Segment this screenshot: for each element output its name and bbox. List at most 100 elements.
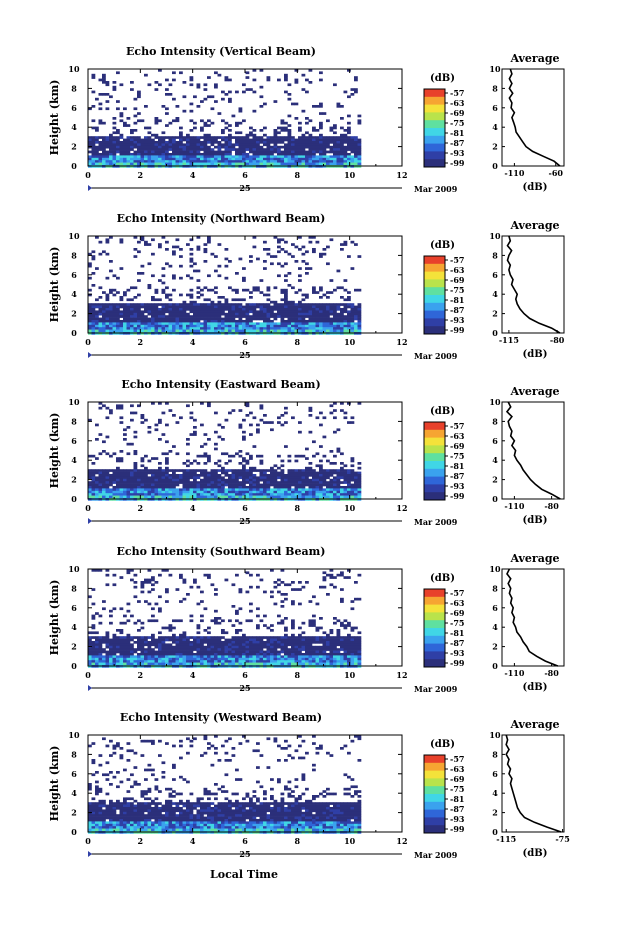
heatmap-cell [102, 641, 106, 644]
heatmap-cell [347, 153, 351, 156]
heatmap-cell [357, 145, 362, 149]
heatmap-cell [189, 483, 194, 487]
heatmap-cell [294, 322, 299, 326]
heatmap-cells [88, 402, 362, 501]
heatmap-cell [270, 481, 274, 484]
heatmap-cell [172, 327, 176, 330]
heatmap-cell [350, 308, 355, 311]
heatmap-cell [196, 155, 201, 159]
heatmap-cell [172, 148, 176, 151]
heatmap-cell [193, 155, 197, 159]
heatmap-cell [119, 112, 124, 115]
heatmap-cell [140, 320, 145, 323]
heatmap-cell [235, 162, 239, 166]
heatmap-cell [186, 329, 190, 333]
heatmap-cell [182, 327, 187, 330]
heatmap-cell [354, 471, 358, 475]
heatmap-cell [263, 624, 267, 627]
heatmap-cell [224, 322, 229, 326]
heatmap-cell [294, 327, 299, 330]
heatmap-cell [210, 150, 215, 154]
heatmap-cell [245, 322, 250, 326]
heatmap-cell [200, 478, 204, 482]
heatmap-cell [137, 157, 141, 161]
heatmap-cell [284, 293, 288, 297]
heatmap-cell [238, 138, 243, 142]
heatmap-cell [112, 274, 117, 278]
heatmap-cell [200, 474, 204, 477]
heatmap-cell [242, 153, 246, 156]
heatmap-cell [287, 324, 292, 328]
heatmap-cell [245, 288, 250, 292]
heatmap-cell [105, 655, 110, 659]
heatmap-cell [291, 327, 295, 330]
heatmap-cell [133, 286, 138, 290]
heatmap-cell [294, 157, 299, 161]
heatmap-cell [168, 157, 173, 161]
heatmap-cell [298, 490, 302, 494]
heatmap-cell [186, 636, 190, 639]
heatmap-cell [228, 141, 232, 144]
heatmap-cell [144, 126, 148, 130]
heatmap-cell [196, 324, 201, 328]
heatmap-cell [88, 252, 92, 256]
heatmap-cell [161, 131, 166, 135]
heatmap-cell [343, 145, 348, 149]
heatmap-cell [277, 303, 281, 306]
heatmap-cell [291, 141, 295, 144]
heatmap-cell [308, 303, 313, 306]
heatmap-cell [175, 322, 180, 326]
heatmap-cell [189, 303, 194, 306]
heatmap-cell [119, 478, 124, 482]
heatmap-cell [298, 454, 302, 458]
heatmap-cell [242, 435, 246, 439]
heatmap-cell [207, 481, 211, 484]
heatmap-cell [98, 78, 103, 82]
profile-y-tick-label: 10 [489, 64, 501, 74]
heatmap-cell [91, 655, 96, 659]
heatmap-cell [165, 162, 169, 166]
heatmap-cell [179, 150, 183, 154]
heatmap-cell [130, 645, 134, 649]
heatmap-cell [193, 143, 197, 147]
profile-y-tick-label: 6 [492, 436, 498, 446]
heatmap-cell [263, 155, 267, 159]
heatmap-cell [179, 317, 183, 321]
heatmap-cell [354, 145, 358, 149]
heatmap-cell [277, 327, 281, 330]
heatmap-cell [186, 155, 190, 159]
heatmap-cell [200, 454, 204, 458]
heatmap-cell [123, 488, 127, 492]
heatmap-cell [140, 590, 145, 594]
heatmap-cell [347, 131, 351, 135]
heatmap-cell [88, 483, 92, 487]
heatmap-cell [95, 312, 99, 316]
heatmap-cell [249, 486, 253, 489]
heatmap-cell [175, 493, 180, 496]
heatmap-cell [88, 454, 92, 458]
heatmap-cell [354, 650, 358, 654]
heatmap-cell [158, 631, 162, 635]
heatmap-cell [266, 474, 271, 477]
heatmap-cell [298, 478, 302, 482]
heatmap-cell [340, 486, 344, 489]
heatmap-cell [151, 312, 155, 316]
y-tick-label: 10 [68, 231, 80, 241]
heatmap-cell [336, 315, 341, 318]
heatmap-cell [172, 483, 176, 487]
heatmap-cell [207, 483, 211, 487]
heatmap-cell [186, 157, 190, 161]
heatmap-cell [137, 138, 141, 142]
heatmap-cell [228, 641, 232, 644]
heatmap-cell [147, 320, 152, 323]
heatmap-cell [123, 428, 127, 432]
heatmap-cell [151, 648, 155, 651]
heatmap-cell [291, 600, 295, 603]
colorbar-tick-label: -57 [450, 88, 464, 98]
heatmap-cell [119, 240, 124, 244]
heatmap-cell [179, 305, 183, 309]
heatmap-cell [245, 648, 250, 651]
heatmap-cell [266, 303, 271, 306]
heatmap-cell [284, 324, 288, 328]
heatmap-cell [354, 488, 358, 492]
